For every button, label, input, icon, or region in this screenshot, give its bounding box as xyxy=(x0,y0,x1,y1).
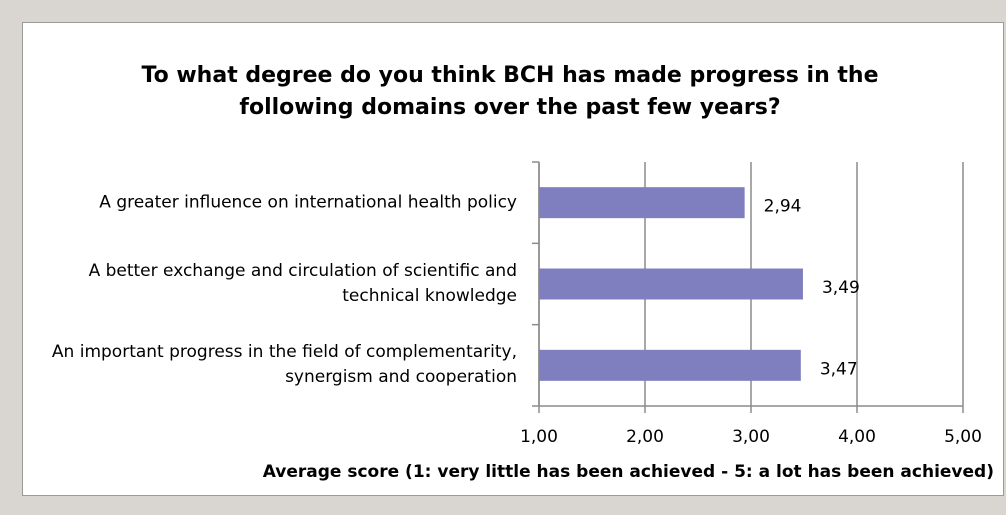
category-label: An important progress in the field of co… xyxy=(51,342,517,388)
x-tick-label: 3,00 xyxy=(732,427,770,447)
x-tick-label: 4,00 xyxy=(838,427,876,447)
x-tick-label: 2,00 xyxy=(626,427,664,447)
value-label: 3,47 xyxy=(820,359,858,379)
bar xyxy=(539,187,745,219)
category-label: A greater influence on international hea… xyxy=(99,192,517,213)
chart-title: To what degree do you think BCH has made… xyxy=(141,63,879,120)
x-tick-label: 1,00 xyxy=(520,427,558,447)
value-label: 2,94 xyxy=(764,197,802,217)
x-axis-title: Average score (1: very little has been a… xyxy=(263,462,994,482)
bar xyxy=(539,349,801,381)
x-tick-label: 5,00 xyxy=(944,427,982,447)
bar xyxy=(539,268,803,300)
value-label: 3,49 xyxy=(822,278,860,298)
category-label: A better exchange and circulation of sci… xyxy=(88,261,517,306)
chart-panel xyxy=(22,22,1004,496)
